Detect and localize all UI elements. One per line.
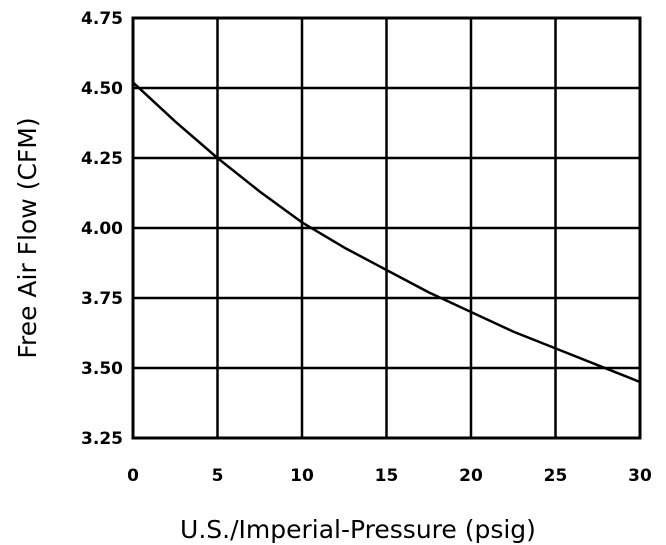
y-tick-label: 4.75 [81, 9, 123, 29]
series-layer [131, 81, 642, 384]
plot-frame [131, 16, 642, 440]
x-tick-label: 25 [544, 466, 568, 486]
y-tick-label: 3.25 [81, 429, 123, 449]
series-line-0 [131, 81, 642, 384]
x-tick-label: 15 [375, 466, 399, 486]
x-tick-labels: 0 5 10 15 20 25 30 [127, 466, 652, 486]
y-tick-labels: 3.25 3.50 3.75 4.00 4.25 4.50 4.75 [81, 9, 123, 449]
x-tick-label: 5 [212, 466, 224, 486]
y-axis-label: Free Air Flow (CFM) [13, 117, 42, 358]
y-tick-label: 3.75 [81, 289, 123, 309]
y-tick-label: 4.00 [81, 219, 123, 239]
x-tick-label: 10 [290, 466, 314, 486]
x-tick-label: 30 [628, 466, 652, 486]
x-tick-label: 0 [127, 466, 139, 486]
y-tick-label: 4.50 [81, 79, 123, 99]
y-tick-label: 4.25 [81, 149, 123, 169]
plot-border [131, 16, 642, 440]
x-axis-label: U.S./Imperial-Pressure (psig) [180, 515, 536, 544]
y-tick-label: 3.50 [81, 359, 123, 379]
x-tick-label: 20 [459, 466, 483, 486]
grid-lines [131, 16, 642, 440]
